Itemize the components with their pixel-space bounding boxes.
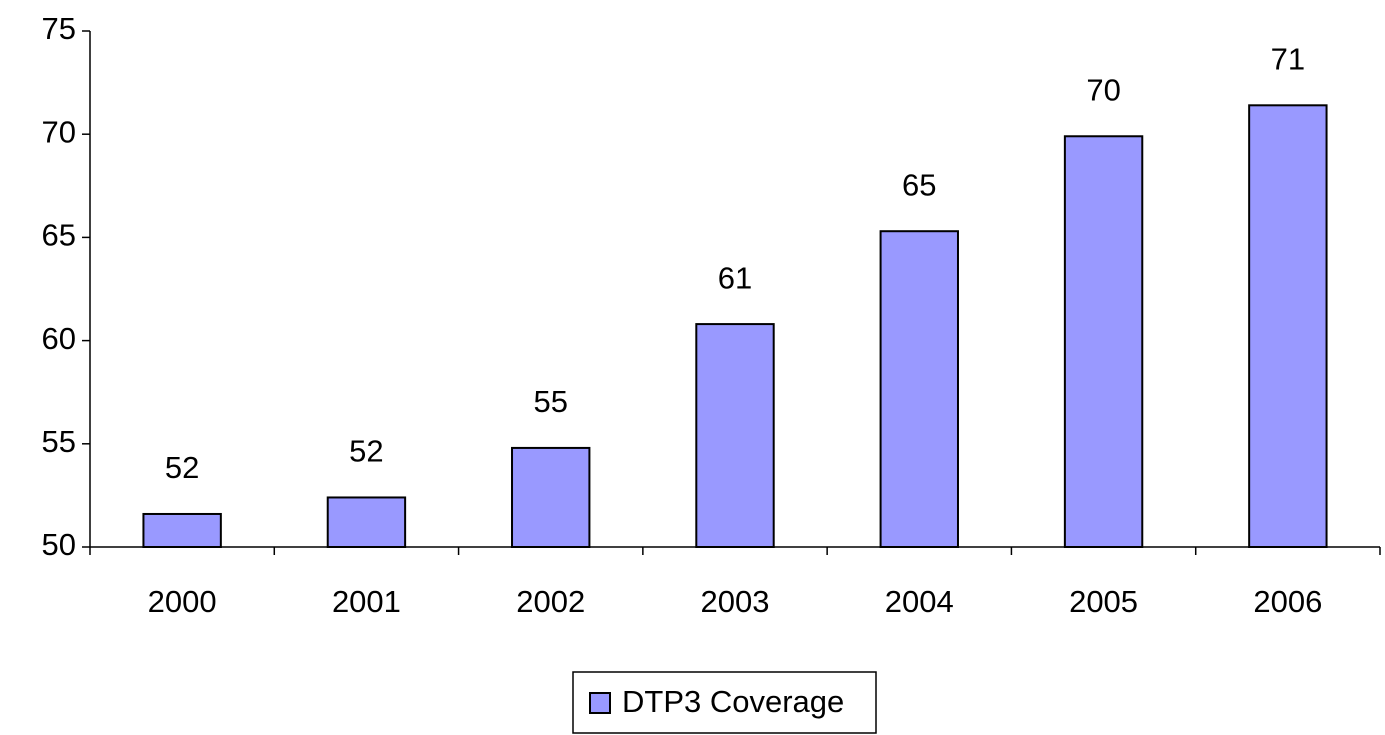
bar [879,230,959,548]
x-tick-label: 2001 [332,584,401,619]
bar [1063,135,1144,548]
y-tick-label: 50 [42,527,76,562]
x-tick-label: 2004 [885,584,954,619]
x-tick-label: 2003 [701,584,770,619]
legend-box [572,671,877,734]
y-tick-label: 65 [42,218,76,253]
y-tick-label: 70 [42,114,76,149]
x-tick-label: 2000 [148,584,217,619]
x-tick-label: 2006 [1253,584,1322,619]
x-tick-label: 2005 [1069,584,1138,619]
y-tick-label: 60 [42,321,76,356]
y-tick-label: 55 [42,424,76,459]
legend-label: DTP3 Coverage [622,684,844,719]
data-label: 61 [718,260,752,295]
bar [511,446,591,549]
data-label: 52 [349,434,383,469]
bar [142,512,222,549]
data-label: 55 [533,384,567,419]
data-label: 65 [902,167,936,202]
y-tick-label: 75 [42,11,76,46]
legend-swatch [589,692,611,714]
bar [695,323,775,549]
data-label: 71 [1271,41,1305,76]
bar [326,496,407,548]
data-label: 70 [1086,72,1120,107]
bar [1248,104,1328,549]
data-label: 52 [165,450,199,485]
x-tick-label: 2002 [516,584,585,619]
